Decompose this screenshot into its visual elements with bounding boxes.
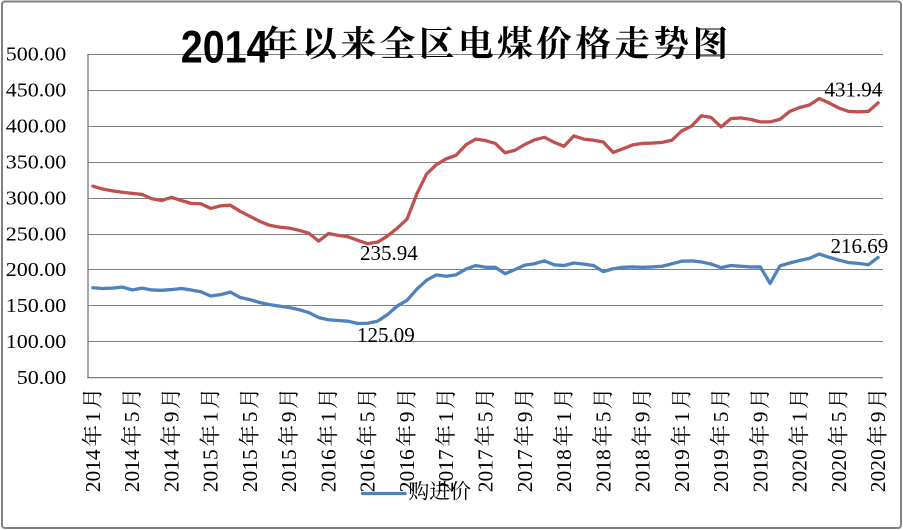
svg-text:9: 9 <box>631 411 655 422</box>
svg-text:2015: 2015 <box>277 449 301 492</box>
svg-text:2016: 2016 <box>356 449 380 492</box>
svg-text:2016: 2016 <box>316 449 340 492</box>
svg-text:2018: 2018 <box>552 449 576 492</box>
svg-text:1: 1 <box>434 411 458 422</box>
svg-text:235.94: 235.94 <box>360 241 418 265</box>
svg-text:5: 5 <box>474 411 498 422</box>
svg-text:350.00: 350.00 <box>6 150 66 173</box>
svg-text:2015: 2015 <box>199 449 223 492</box>
svg-text:250.00: 250.00 <box>6 222 66 245</box>
svg-text:5: 5 <box>356 411 380 422</box>
svg-text:9: 9 <box>866 411 890 422</box>
svg-text:2014: 2014 <box>159 449 183 492</box>
svg-text:400.00: 400.00 <box>6 114 66 137</box>
svg-text:5: 5 <box>238 411 262 422</box>
svg-text:9: 9 <box>748 411 772 422</box>
svg-text:9: 9 <box>159 411 183 422</box>
svg-text:9: 9 <box>277 411 301 422</box>
svg-text:5: 5 <box>709 411 733 422</box>
svg-text:9: 9 <box>395 411 419 422</box>
svg-text:5: 5 <box>120 411 144 422</box>
svg-text:2019: 2019 <box>709 449 733 492</box>
svg-text:50.00: 50.00 <box>17 366 66 389</box>
svg-text:1: 1 <box>552 411 576 422</box>
svg-text:2020: 2020 <box>866 449 890 492</box>
svg-text:5: 5 <box>827 411 851 422</box>
svg-text:2014: 2014 <box>81 449 105 492</box>
svg-text:2014: 2014 <box>181 22 269 73</box>
svg-text:1: 1 <box>788 411 812 422</box>
svg-text:1: 1 <box>199 411 223 422</box>
svg-text:9: 9 <box>513 411 537 422</box>
svg-text:5: 5 <box>591 411 615 422</box>
svg-text:450.00: 450.00 <box>6 79 66 102</box>
svg-text:1: 1 <box>670 411 694 422</box>
svg-text:300.00: 300.00 <box>6 186 66 209</box>
svg-text:1: 1 <box>81 411 105 422</box>
svg-text:2017: 2017 <box>474 449 498 492</box>
svg-text:2020: 2020 <box>788 449 812 492</box>
svg-text:125.09: 125.09 <box>357 323 415 347</box>
svg-text:2020: 2020 <box>827 449 851 492</box>
svg-text:2016: 2016 <box>395 449 419 492</box>
svg-text:2019: 2019 <box>748 449 772 492</box>
svg-text:150.00: 150.00 <box>6 294 66 317</box>
svg-text:2014: 2014 <box>120 449 144 492</box>
svg-text:500.00: 500.00 <box>6 43 66 66</box>
svg-text:2015: 2015 <box>238 449 262 492</box>
svg-text:2018: 2018 <box>631 449 655 492</box>
svg-text:100.00: 100.00 <box>6 330 66 353</box>
svg-text:200.00: 200.00 <box>6 258 66 281</box>
svg-text:1: 1 <box>316 411 340 422</box>
svg-text:2019: 2019 <box>670 449 694 492</box>
svg-text:2018: 2018 <box>591 449 615 492</box>
svg-text:216.69: 216.69 <box>831 234 889 258</box>
svg-text:431.94: 431.94 <box>825 78 883 102</box>
svg-text:2017: 2017 <box>513 449 537 492</box>
